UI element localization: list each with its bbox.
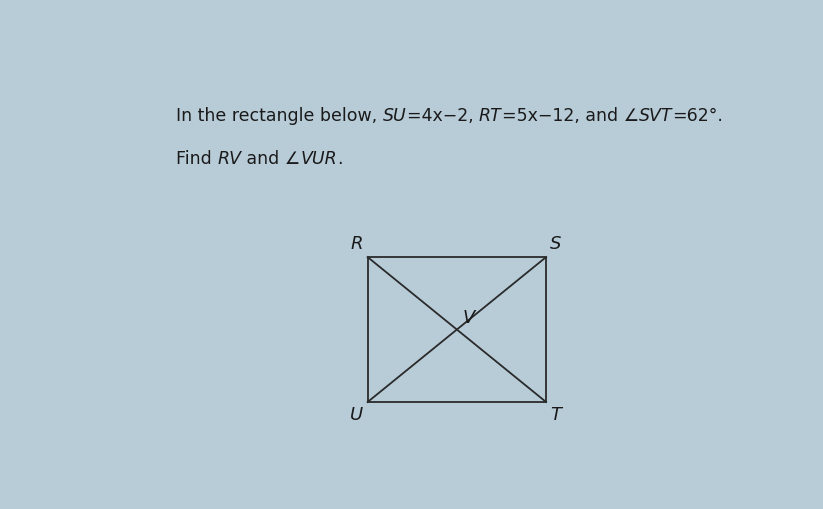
Text: SVT: SVT: [639, 107, 672, 125]
Text: =62°.: =62°.: [672, 107, 723, 125]
Text: RV: RV: [217, 150, 241, 168]
Text: and ∠: and ∠: [241, 150, 301, 168]
Text: Find: Find: [176, 150, 217, 168]
Text: SU: SU: [383, 107, 407, 125]
Text: .: .: [337, 150, 343, 168]
Text: In the rectangle below,: In the rectangle below,: [176, 107, 383, 125]
Text: R: R: [351, 235, 364, 253]
Text: RT: RT: [479, 107, 502, 125]
Text: VUR: VUR: [301, 150, 337, 168]
Text: =5x−12, and ∠: =5x−12, and ∠: [502, 107, 639, 125]
Text: S: S: [551, 235, 562, 253]
Text: =4x−2,: =4x−2,: [407, 107, 479, 125]
Text: U: U: [351, 406, 364, 425]
Text: V: V: [463, 309, 475, 327]
Text: T: T: [551, 406, 561, 425]
